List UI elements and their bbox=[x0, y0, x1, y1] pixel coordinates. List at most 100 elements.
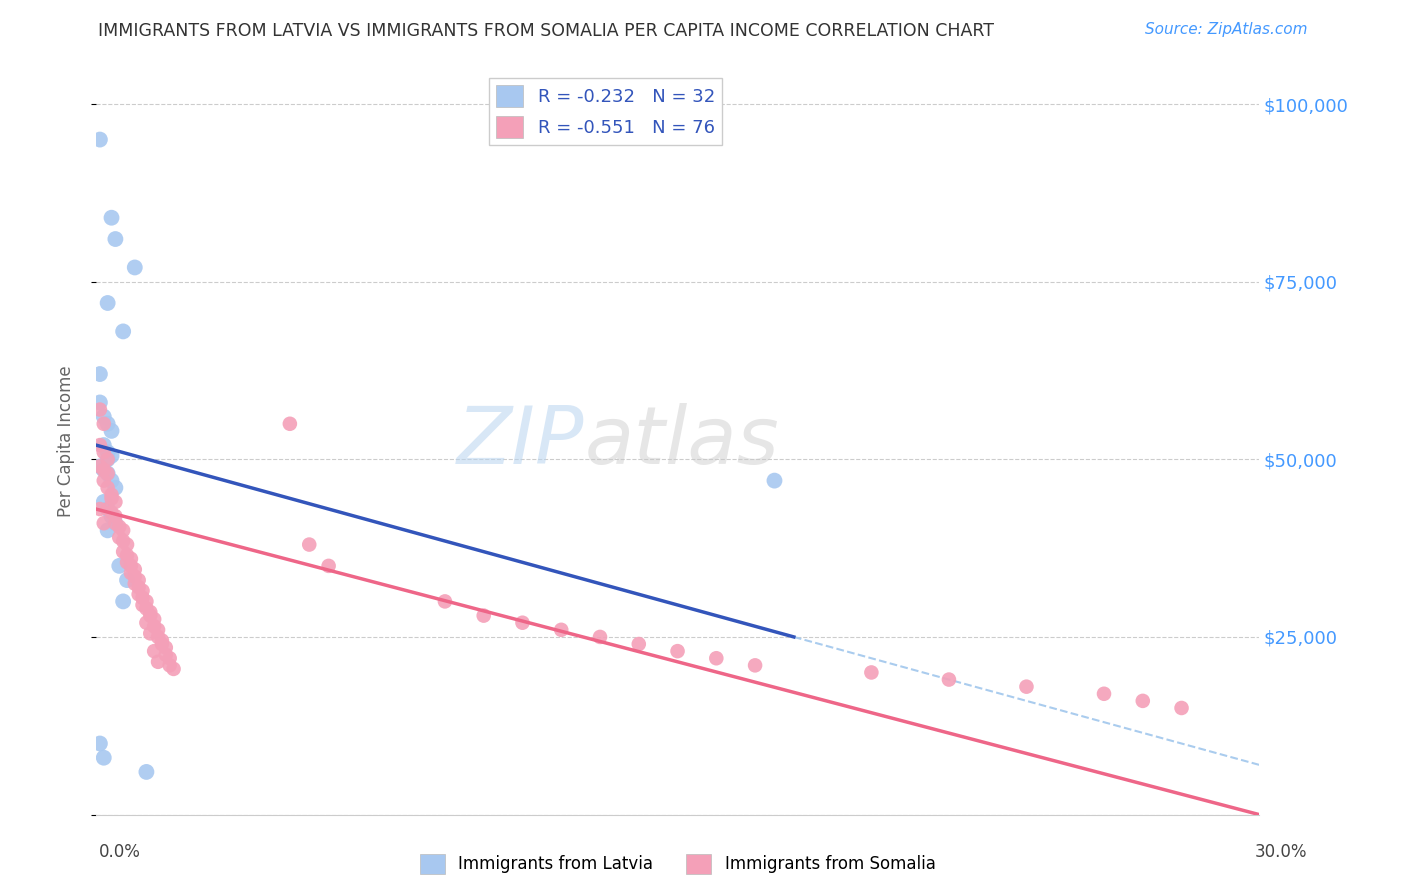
Y-axis label: Per Capita Income: Per Capita Income bbox=[58, 366, 75, 517]
Point bbox=[763, 474, 786, 488]
Point bbox=[97, 524, 120, 538]
Point bbox=[89, 459, 111, 474]
Point bbox=[139, 608, 162, 623]
Point bbox=[93, 495, 115, 509]
Point bbox=[93, 417, 115, 431]
Point bbox=[93, 750, 115, 764]
Point bbox=[120, 551, 142, 566]
Text: IMMIGRANTS FROM LATVIA VS IMMIGRANTS FROM SOMALIA PER CAPITA INCOME CORRELATION : IMMIGRANTS FROM LATVIA VS IMMIGRANTS FRO… bbox=[98, 22, 994, 40]
Point bbox=[89, 367, 111, 381]
Point bbox=[131, 583, 153, 598]
Point bbox=[112, 534, 135, 549]
Point bbox=[278, 417, 301, 431]
Point bbox=[97, 417, 120, 431]
Point bbox=[100, 424, 122, 438]
Point bbox=[298, 537, 321, 551]
Point bbox=[135, 615, 157, 630]
Point bbox=[100, 491, 122, 506]
Point bbox=[744, 658, 766, 673]
Point bbox=[131, 591, 153, 605]
Point bbox=[89, 402, 111, 417]
Point bbox=[100, 488, 122, 502]
Point bbox=[159, 651, 181, 665]
Point bbox=[155, 648, 177, 662]
Point bbox=[120, 558, 142, 573]
Point bbox=[104, 516, 127, 531]
Point bbox=[100, 509, 122, 524]
Point bbox=[135, 601, 157, 615]
Point bbox=[124, 569, 146, 583]
Point bbox=[115, 555, 138, 569]
Point bbox=[112, 325, 135, 339]
Point bbox=[93, 463, 115, 477]
Point bbox=[1015, 680, 1038, 694]
Point bbox=[100, 211, 122, 225]
Point bbox=[589, 630, 612, 644]
Point bbox=[860, 665, 883, 680]
Point bbox=[100, 449, 122, 463]
Point bbox=[124, 576, 146, 591]
Point bbox=[97, 467, 120, 481]
Point bbox=[112, 544, 135, 558]
Point bbox=[150, 633, 173, 648]
Point bbox=[704, 651, 727, 665]
Point bbox=[97, 502, 120, 516]
Point bbox=[112, 594, 135, 608]
Text: ZIP: ZIP bbox=[457, 402, 585, 481]
Point bbox=[100, 506, 122, 520]
Point bbox=[104, 232, 127, 246]
Text: Source: ZipAtlas.com: Source: ZipAtlas.com bbox=[1144, 22, 1308, 37]
Point bbox=[97, 467, 120, 481]
Point bbox=[666, 644, 689, 658]
Point bbox=[146, 630, 169, 644]
Point bbox=[97, 502, 120, 516]
Point bbox=[143, 619, 166, 633]
Point bbox=[128, 587, 150, 601]
Text: 0.0%: 0.0% bbox=[98, 843, 141, 861]
Point bbox=[135, 594, 157, 608]
Point bbox=[100, 474, 122, 488]
Point bbox=[104, 516, 127, 531]
Point bbox=[124, 562, 146, 576]
Point bbox=[550, 623, 572, 637]
Point bbox=[135, 764, 157, 779]
Point bbox=[139, 626, 162, 640]
Point bbox=[89, 132, 111, 146]
Point bbox=[143, 612, 166, 626]
Point bbox=[93, 516, 115, 531]
Point bbox=[146, 655, 169, 669]
Text: atlas: atlas bbox=[585, 402, 779, 481]
Point bbox=[155, 640, 177, 655]
Point bbox=[139, 605, 162, 619]
Point bbox=[108, 520, 131, 534]
Point bbox=[112, 524, 135, 538]
Point bbox=[150, 637, 173, 651]
Point bbox=[97, 481, 120, 495]
Point bbox=[97, 452, 120, 467]
Point bbox=[93, 409, 115, 424]
Point bbox=[115, 548, 138, 562]
Point bbox=[120, 566, 142, 580]
Point bbox=[128, 573, 150, 587]
Point bbox=[512, 615, 534, 630]
Point bbox=[108, 558, 131, 573]
Point bbox=[93, 445, 115, 459]
Point bbox=[318, 558, 340, 573]
Point bbox=[108, 531, 131, 545]
Point bbox=[128, 580, 150, 594]
Point bbox=[124, 260, 146, 275]
Point bbox=[89, 737, 111, 751]
Point bbox=[97, 452, 120, 467]
Point bbox=[115, 573, 138, 587]
Point bbox=[1092, 687, 1115, 701]
Point bbox=[162, 662, 184, 676]
Point bbox=[131, 598, 153, 612]
Point bbox=[89, 502, 111, 516]
Point bbox=[1132, 694, 1154, 708]
Point bbox=[89, 459, 111, 474]
Text: 30.0%: 30.0% bbox=[1256, 843, 1308, 861]
Point bbox=[104, 481, 127, 495]
Legend: R = -0.232   N = 32, R = -0.551   N = 76: R = -0.232 N = 32, R = -0.551 N = 76 bbox=[489, 78, 723, 145]
Point bbox=[159, 658, 181, 673]
Point bbox=[104, 495, 127, 509]
